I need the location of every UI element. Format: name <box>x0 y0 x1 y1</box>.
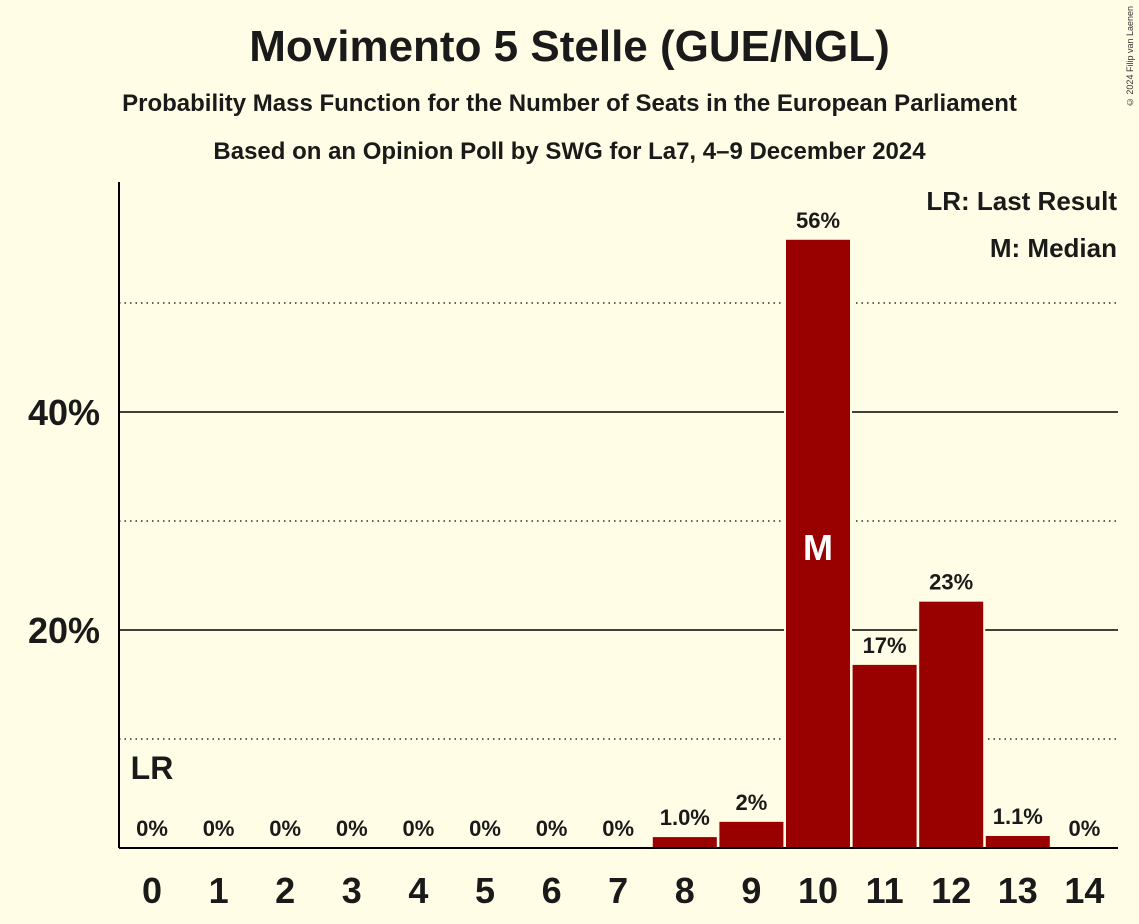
x-tick-label-3: 3 <box>342 870 362 911</box>
bar-10 <box>786 239 850 848</box>
data-label-5: 0% <box>469 816 501 841</box>
data-label-1: 0% <box>203 816 235 841</box>
data-label-12: 23% <box>929 570 973 595</box>
data-label-9: 2% <box>736 790 768 815</box>
bar-13 <box>985 836 1050 848</box>
y-tick-label-40: 40% <box>28 392 100 433</box>
data-label-13: 1.1% <box>993 804 1043 829</box>
x-tick-label-1: 1 <box>209 870 229 911</box>
x-tick-label-5: 5 <box>475 870 495 911</box>
chart-subtitle: Probability Mass Function for the Number… <box>122 90 1017 117</box>
legend-last-result: LR: Last Result <box>926 186 1117 216</box>
x-tick-label-9: 9 <box>741 870 761 911</box>
data-label-10: 56% <box>796 208 840 233</box>
legend-median: M: Median <box>990 233 1117 263</box>
chart-title: Movimento 5 Stelle (GUE/NGL) <box>249 22 890 71</box>
data-label-14: 0% <box>1069 816 1101 841</box>
data-label-8: 1.0% <box>660 805 710 830</box>
x-tick-label-4: 4 <box>408 870 428 911</box>
data-label-7: 0% <box>602 816 634 841</box>
data-label-0: 0% <box>136 816 168 841</box>
x-tick-label-7: 7 <box>608 870 628 911</box>
x-tick-label-12: 12 <box>931 870 971 911</box>
x-tick-label-11: 11 <box>866 870 904 911</box>
x-tick-label-13: 13 <box>998 870 1038 911</box>
median-marker: M <box>803 527 833 568</box>
x-tick-label-0: 0 <box>142 870 162 911</box>
data-label-2: 0% <box>269 816 301 841</box>
bar-11 <box>852 664 917 848</box>
x-tick-label-10: 10 <box>798 870 838 911</box>
data-label-6: 0% <box>536 816 568 841</box>
chart-subtitle-source: Based on an Opinion Poll by SWG for La7,… <box>213 138 926 165</box>
last-result-marker: LR <box>131 750 174 786</box>
bar-8 <box>652 837 717 848</box>
data-label-4: 0% <box>403 816 435 841</box>
bar-9 <box>719 821 784 848</box>
x-tick-label-6: 6 <box>542 870 562 911</box>
x-tick-label-8: 8 <box>675 870 695 911</box>
data-label-11: 17% <box>863 633 907 658</box>
x-tick-label-2: 2 <box>275 870 295 911</box>
data-label-3: 0% <box>336 816 368 841</box>
y-tick-label-20: 20% <box>28 610 100 651</box>
bar-12 <box>919 601 984 848</box>
x-tick-label-14: 14 <box>1064 870 1104 911</box>
